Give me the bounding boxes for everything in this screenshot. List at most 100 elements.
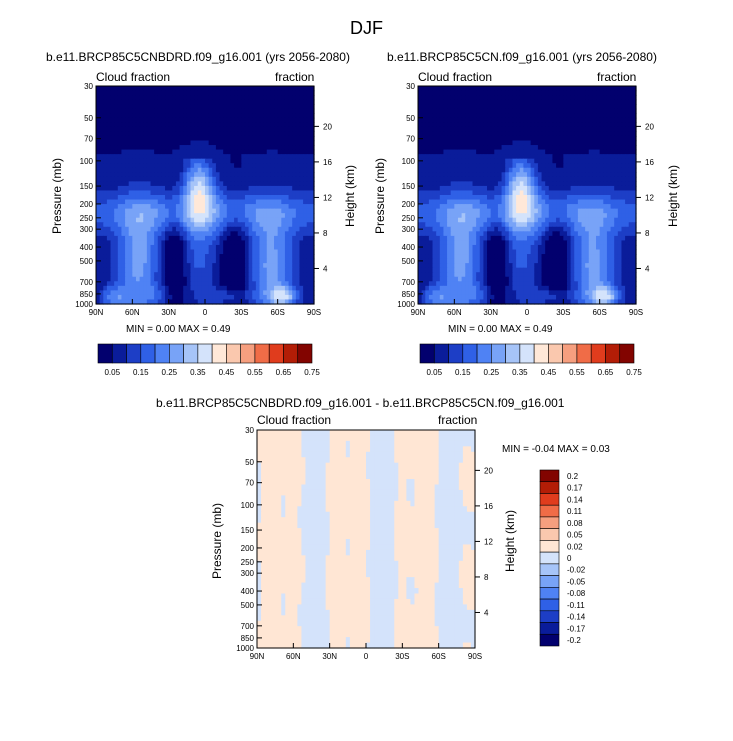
panel-2-cell	[425, 185, 430, 192]
panel-1-cell	[270, 199, 275, 205]
panel-1-cell	[146, 199, 152, 205]
panel-1-cell	[135, 240, 141, 246]
panel-2-cell	[585, 99, 590, 105]
panel-1-cell	[161, 86, 166, 92]
panel-1-cell	[284, 135, 290, 142]
panel-2-cell	[534, 172, 539, 178]
panel-1-cell	[99, 167, 104, 173]
panel-2-cell	[599, 95, 604, 101]
panel-1-cell	[277, 290, 282, 296]
panel-2-cell	[468, 140, 474, 146]
panel-1-cell	[165, 181, 170, 187]
panel-2-cell	[559, 99, 564, 105]
panel-1-cell	[244, 108, 250, 114]
panel-2-cell	[588, 154, 593, 160]
panel-1-cell	[165, 199, 170, 205]
panel-2-cell	[603, 149, 608, 155]
panel-1-cell	[157, 149, 162, 155]
panel-1-cell	[96, 113, 101, 119]
panel-1-cell	[212, 281, 217, 287]
panel-2-cell	[512, 135, 517, 142]
panel-2-cell	[505, 117, 510, 123]
panel-1-cell	[259, 122, 264, 128]
panel-1-cell	[139, 145, 144, 151]
panel-2-cell	[581, 113, 586, 119]
panel-2-cell	[606, 126, 612, 133]
panel-2-cell	[556, 213, 561, 219]
panel-2-cell	[457, 181, 463, 187]
panel-2-cell	[563, 172, 568, 178]
panel-1-cell	[237, 267, 242, 273]
panel-2-cell	[534, 131, 539, 137]
panel-2-cell	[527, 172, 532, 178]
panel-2-cell	[454, 154, 459, 160]
panel-2-cell	[534, 163, 539, 169]
panel-2-cell	[603, 213, 608, 219]
panel-2-cell	[603, 163, 608, 169]
panel-1-cell	[117, 190, 123, 196]
panel-2-cell	[432, 213, 437, 219]
panel-1-cell	[139, 163, 144, 169]
panel-1-cell	[230, 126, 235, 133]
panel-2-cell	[566, 235, 572, 242]
panel-2-cell	[436, 222, 441, 228]
panel-1-cell	[208, 104, 213, 110]
panel-1-cell	[234, 145, 239, 151]
panel-2-cell	[530, 135, 535, 142]
panel-2-cell	[541, 149, 546, 155]
panel-2-cell	[483, 222, 488, 228]
panel-2-cell	[494, 208, 499, 214]
panel-2-cell	[599, 235, 604, 242]
panel-2-cell	[479, 154, 484, 160]
panel-2-cell	[534, 195, 539, 201]
panel-2-cell	[606, 208, 612, 214]
panel-2-cell	[494, 149, 499, 155]
panel-2-cell	[603, 226, 608, 232]
panel-2-cell	[454, 222, 459, 228]
panel-2-cell	[479, 167, 484, 173]
panel-2-cell	[545, 185, 550, 192]
panel-2-cell	[603, 208, 608, 214]
panel-1-cell	[175, 281, 181, 287]
panel-1-cell	[96, 131, 101, 137]
panel-1-cell	[183, 258, 188, 264]
panel-2-cell	[479, 163, 484, 169]
panel-1-cell	[110, 185, 115, 192]
panel-1-cell	[121, 299, 126, 305]
panel-1-cell	[288, 281, 293, 287]
panel-1-cell	[110, 158, 115, 164]
panel-2-cell	[548, 213, 554, 219]
panel-1-cell	[306, 263, 311, 269]
panel-1-ytick-label: 200	[80, 200, 94, 209]
panel-2-cell	[625, 217, 630, 223]
panel-2-cell	[457, 117, 463, 123]
panel-1-cell	[161, 208, 166, 214]
panel-2-cell	[450, 126, 455, 133]
panel-1-cell	[212, 117, 217, 123]
panel-1-cell	[259, 195, 264, 201]
panel-2-cell	[552, 172, 557, 178]
panel-1-cell	[205, 281, 210, 287]
panel-1-cell	[241, 185, 246, 192]
panel-1-cell	[165, 86, 170, 92]
panel-1-cell	[303, 181, 308, 187]
panel-2-cell	[537, 167, 543, 173]
panel-1-cell	[237, 122, 242, 128]
panel-1-cell	[114, 240, 119, 246]
panel-1-cell	[252, 281, 257, 287]
panel-1-cell	[143, 172, 148, 178]
panel-1-cell	[154, 86, 159, 92]
panel-1-cell	[281, 145, 286, 151]
panel-1-cell	[186, 135, 192, 142]
panel-2-cell	[476, 204, 481, 210]
panel-1-cell	[150, 190, 155, 196]
panel-1-cell	[201, 231, 206, 237]
panel-1-cell	[263, 240, 268, 246]
panel-2-cell	[497, 131, 503, 137]
panel-2-cell	[472, 95, 477, 101]
panel-1-cell	[175, 199, 181, 205]
panel-1-cell	[226, 167, 232, 173]
panel-2-cell	[476, 117, 481, 123]
panel-1-cell	[284, 172, 290, 178]
panel-2-cell	[527, 95, 532, 101]
